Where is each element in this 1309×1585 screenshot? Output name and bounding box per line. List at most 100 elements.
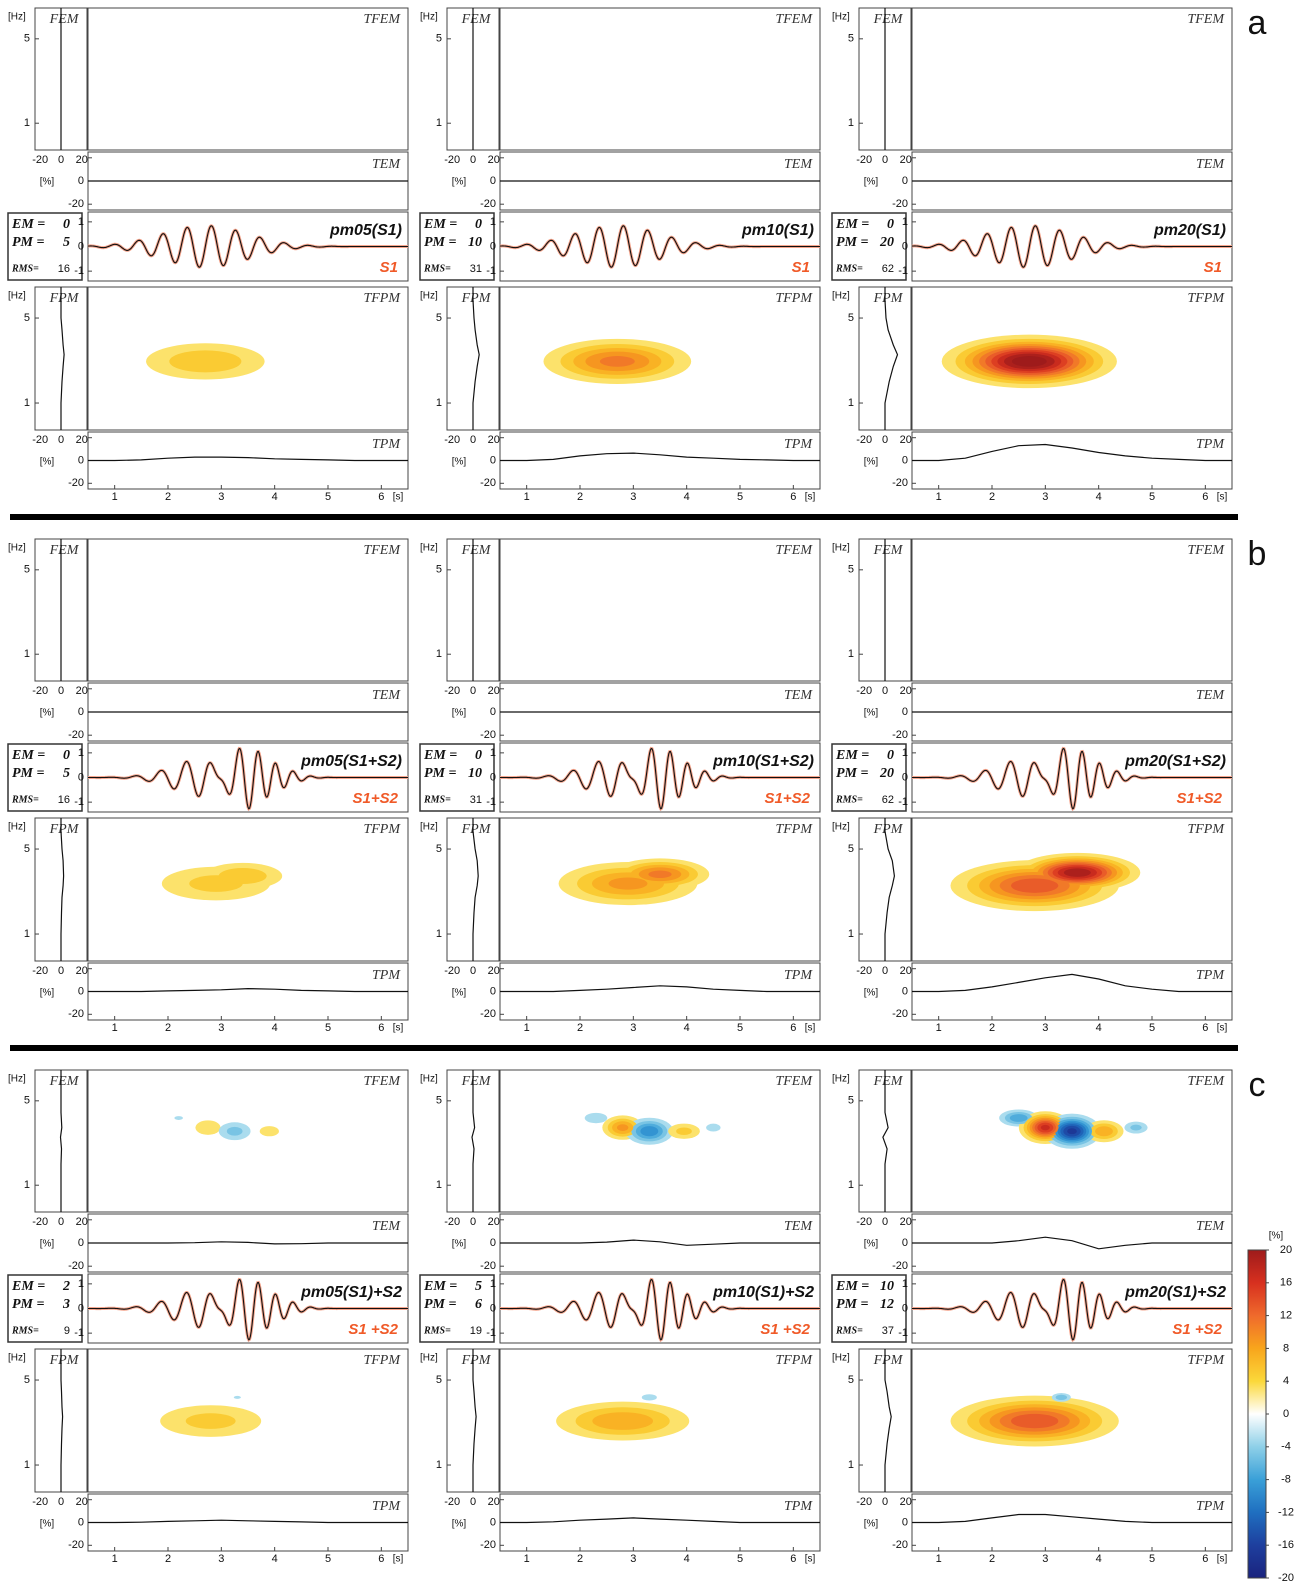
t-tick-label: 0	[490, 1237, 496, 1249]
f-tick-label: 1	[848, 928, 854, 940]
t-axis-label: 1	[936, 491, 942, 503]
t-tick-label: -20	[892, 1539, 908, 1551]
t-label: TPM	[784, 437, 813, 452]
panel-title: pm20(S1+S2)	[1124, 753, 1226, 770]
p-tick-label: 20	[76, 965, 88, 977]
signal-label: S1	[380, 259, 398, 276]
p-tick-label: 0	[58, 1496, 64, 1508]
t-axis-label: 5	[1149, 491, 1155, 503]
f-tick-label: 5	[436, 33, 442, 45]
t-axis-label: 6	[1202, 491, 1208, 503]
f-tick-label: 5	[24, 312, 30, 324]
tf-contour	[676, 1127, 692, 1135]
p-tick-label: 20	[488, 1496, 500, 1508]
t-label: TEM	[1196, 1219, 1225, 1234]
pm-value: 3	[62, 1297, 70, 1312]
w-tick-label: 0	[902, 1302, 908, 1314]
w-tick-label: 0	[490, 771, 496, 783]
hz-unit: [Hz]	[8, 1074, 26, 1085]
t-label: TPM	[1196, 1499, 1225, 1514]
tf-frame	[499, 7, 821, 151]
f-label: FEM	[461, 543, 492, 558]
t-axis-label: 5	[325, 1553, 331, 1565]
p-tick-label: 0	[882, 434, 888, 446]
t-axis-label: 4	[684, 1022, 690, 1034]
p-tick-label: 0	[58, 685, 64, 697]
tf-frame	[87, 7, 409, 151]
t-tick-label: -20	[892, 1008, 908, 1020]
tf-label: TFPM	[775, 1353, 813, 1368]
f-curve	[60, 1349, 64, 1492]
s-unit: [s]	[393, 1554, 404, 1565]
tf-contour	[185, 1413, 236, 1429]
tf-label: TFEM	[775, 12, 813, 27]
w-tick-label: -1	[486, 1327, 496, 1339]
p-tick-label: 20	[76, 154, 88, 166]
t-curve	[912, 443, 1232, 462]
t-curve	[912, 1513, 1232, 1524]
w-tick-label: -1	[898, 1327, 908, 1339]
f-tick-label: 5	[24, 1095, 30, 1107]
t-axis-label: 1	[524, 1022, 530, 1034]
wave-reference	[911, 225, 1232, 268]
w-tick-label: 1	[490, 216, 496, 228]
pm-label: PM =	[12, 235, 45, 250]
f-tick-label: 5	[848, 312, 854, 324]
tf-frame	[911, 7, 1233, 151]
t-axis-label: 3	[630, 1022, 636, 1034]
info-box	[7, 1274, 83, 1343]
t-axis-label: 4	[1096, 491, 1102, 503]
f-tick-label: 1	[24, 397, 30, 409]
em-value: 0	[63, 748, 70, 763]
tf-contour	[608, 877, 648, 890]
info-box	[419, 743, 495, 812]
signal-label: S1+S2	[353, 790, 399, 807]
f-curve	[60, 818, 65, 961]
t-curve	[912, 973, 1232, 993]
s-unit: [s]	[393, 1023, 404, 1034]
colorbar-unit: [%]	[1269, 1231, 1284, 1242]
wave-reference	[87, 225, 408, 268]
tf-label: TFPM	[775, 822, 813, 837]
f-tick-label: 1	[848, 648, 854, 660]
t-axis-label: 1	[936, 1022, 942, 1034]
pm-value: 20	[879, 766, 894, 781]
p-tick-label: -20	[856, 434, 872, 446]
p-tick-label: 20	[900, 965, 912, 977]
t-tick-label: 0	[78, 706, 84, 718]
w-tick-label: 1	[490, 747, 496, 759]
t-tick-label: -20	[68, 477, 84, 489]
tf-frame	[911, 538, 1233, 682]
t-label: TPM	[784, 968, 813, 983]
w-tick-label: 1	[902, 1278, 908, 1290]
w-tick-label: 1	[490, 1278, 496, 1290]
f-label: FEM	[49, 543, 80, 558]
f-tick-label: 1	[848, 1179, 854, 1191]
tf-frame	[87, 1069, 409, 1213]
tf-label: TFEM	[1187, 543, 1225, 558]
f-tick-label: 5	[848, 843, 854, 855]
colorbar-tick-label: 4	[1283, 1375, 1289, 1387]
s-unit: [s]	[805, 492, 816, 503]
t-tick-label: -20	[892, 477, 908, 489]
t-tick-label: 0	[490, 175, 496, 187]
t-axis-label: 3	[218, 1553, 224, 1565]
pm-label: PM =	[424, 1297, 457, 1312]
p-tick-label: -20	[856, 1216, 872, 1228]
f-tick-label: 5	[436, 1095, 442, 1107]
pm-value: 10	[468, 235, 482, 250]
f-tick-label: 5	[848, 1374, 854, 1386]
hz-unit: [Hz]	[8, 291, 26, 302]
f-curve	[60, 287, 65, 430]
colorbar-tick-label: 20	[1280, 1244, 1292, 1256]
info-box	[831, 743, 907, 812]
w-tick-label: -1	[74, 796, 84, 808]
f-tick-label: 5	[848, 33, 854, 45]
tf-contour	[1009, 1114, 1028, 1122]
t-label: TEM	[784, 157, 813, 172]
separator	[10, 1045, 1238, 1051]
rms-label: RMS=	[423, 1325, 451, 1336]
rms-value: 9	[64, 1325, 70, 1337]
hz-unit: [Hz]	[8, 543, 26, 554]
tf-frame	[911, 817, 1233, 962]
